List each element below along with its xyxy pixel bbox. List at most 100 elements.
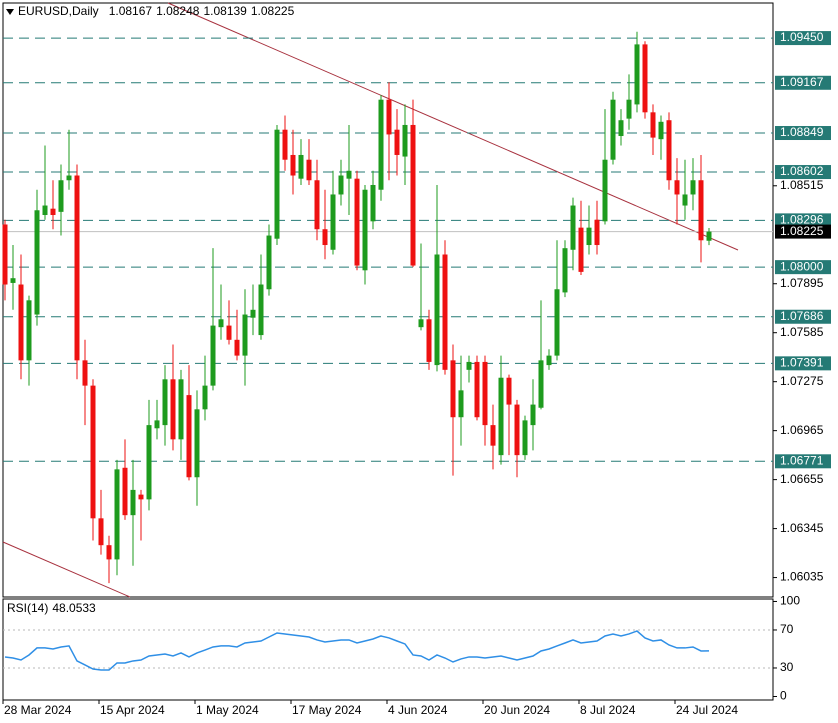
x-tick-label: 28 Mar 2024: [4, 703, 72, 717]
candle-body: [442, 254, 448, 370]
candle-body: [642, 44, 648, 113]
trend-line: [2, 541, 131, 598]
candle-body: [106, 545, 112, 560]
rsi-y-tick-label: 70: [780, 622, 794, 636]
candle-body: [434, 254, 440, 366]
candle-body: [514, 404, 520, 456]
rsi-name: RSI(14): [7, 601, 48, 615]
rsi-y-tick-label: 100: [780, 594, 800, 608]
candle-body: [114, 469, 120, 560]
candle-body: [178, 379, 184, 440]
candle-body: [122, 467, 128, 516]
x-tick-label: 15 Apr 2024: [100, 703, 165, 717]
candle-body: [490, 425, 496, 446]
candle-body: [474, 361, 480, 418]
candle-body: [690, 180, 696, 195]
candle-body: [218, 319, 224, 328]
candle-body: [370, 184, 376, 222]
rsi-line: [4, 630, 710, 671]
candle-body: [538, 360, 544, 408]
x-tick-label: 8 Jul 2024: [580, 703, 636, 717]
candle-body: [282, 129, 288, 160]
candle-body: [426, 319, 432, 362]
candle-body: [42, 205, 48, 216]
candle-body: [362, 189, 368, 271]
candle-body: [698, 180, 704, 241]
y-tick-label: 1.06965: [780, 423, 824, 437]
candle-body: [466, 361, 472, 370]
candle-body: [74, 175, 80, 361]
candle-body: [330, 194, 336, 250]
candle-body: [186, 395, 192, 478]
level-label: 1.08602: [780, 164, 824, 178]
candle-body: [562, 248, 568, 293]
candle-body: [250, 309, 256, 318]
candle-body: [570, 205, 576, 250]
candle-body: [482, 361, 488, 426]
level-label: 1.07686: [780, 309, 824, 323]
candle-body: [266, 235, 272, 290]
candle-body: [546, 355, 552, 366]
x-tick-label: 20 Jun 2024: [484, 703, 550, 717]
candle-body: [682, 194, 688, 206]
candle-body: [210, 325, 216, 386]
dropdown-icon: [6, 9, 14, 15]
candle-body: [306, 159, 312, 181]
rsi-y-tick-label: 0: [780, 689, 787, 703]
x-tick-label: 17 May 2024: [292, 703, 362, 717]
low-value: 1.08139: [203, 4, 247, 18]
rsi-panel: [2, 598, 774, 701]
candle-body: [98, 518, 104, 546]
candle-body: [290, 154, 296, 176]
candle-body: [530, 404, 536, 426]
candle-body: [314, 180, 320, 230]
candle-body: [194, 409, 200, 478]
y-tick-label: 1.08515: [780, 178, 824, 192]
level-label: 1.07391: [780, 356, 824, 370]
candle-body: [34, 210, 40, 315]
level-tag: [775, 31, 831, 46]
candle-body: [394, 129, 400, 155]
x-tick-label: 4 Jun 2024: [388, 703, 448, 717]
candle-body: [602, 159, 608, 222]
level-tag: [775, 213, 831, 228]
level-label: 1.09450: [780, 30, 824, 44]
y-tick-label: 1.06035: [780, 570, 824, 584]
candle-body: [10, 278, 16, 283]
candle-body: [170, 379, 176, 440]
level-tag: [775, 260, 831, 275]
candle-body: [322, 229, 328, 246]
candle-body: [554, 289, 560, 356]
level-label: 1.08000: [780, 259, 824, 273]
candle-body: [610, 99, 616, 160]
candle-body: [82, 360, 88, 386]
candle-body: [18, 284, 24, 361]
level-tag: [775, 309, 831, 324]
candle-body: [226, 325, 232, 340]
candle-body: [162, 379, 168, 426]
candle-body: [618, 120, 624, 137]
candle-body: [498, 377, 504, 456]
candle-body: [706, 231, 712, 241]
current-price-label: 1.08225: [780, 224, 824, 238]
candle-body: [234, 339, 240, 356]
y-tick-label: 1.06345: [780, 521, 824, 535]
candle-body: [410, 124, 416, 266]
y-tick-label: 1.07895: [780, 276, 824, 290]
candle-body: [674, 180, 680, 195]
candle-body: [274, 129, 280, 239]
trend-line: [167, 2, 739, 251]
candle-body: [138, 494, 144, 500]
candle-body: [506, 377, 512, 405]
candle-body: [626, 99, 632, 119]
candle-body: [50, 208, 56, 216]
candle-body: [26, 300, 32, 361]
candle-body: [346, 170, 352, 179]
candle-body: [130, 489, 136, 516]
high-value: 1.08248: [156, 4, 200, 18]
candle-body: [2, 224, 8, 285]
candle-body: [258, 284, 264, 336]
x-tick-label: 1 May 2024: [196, 703, 259, 717]
